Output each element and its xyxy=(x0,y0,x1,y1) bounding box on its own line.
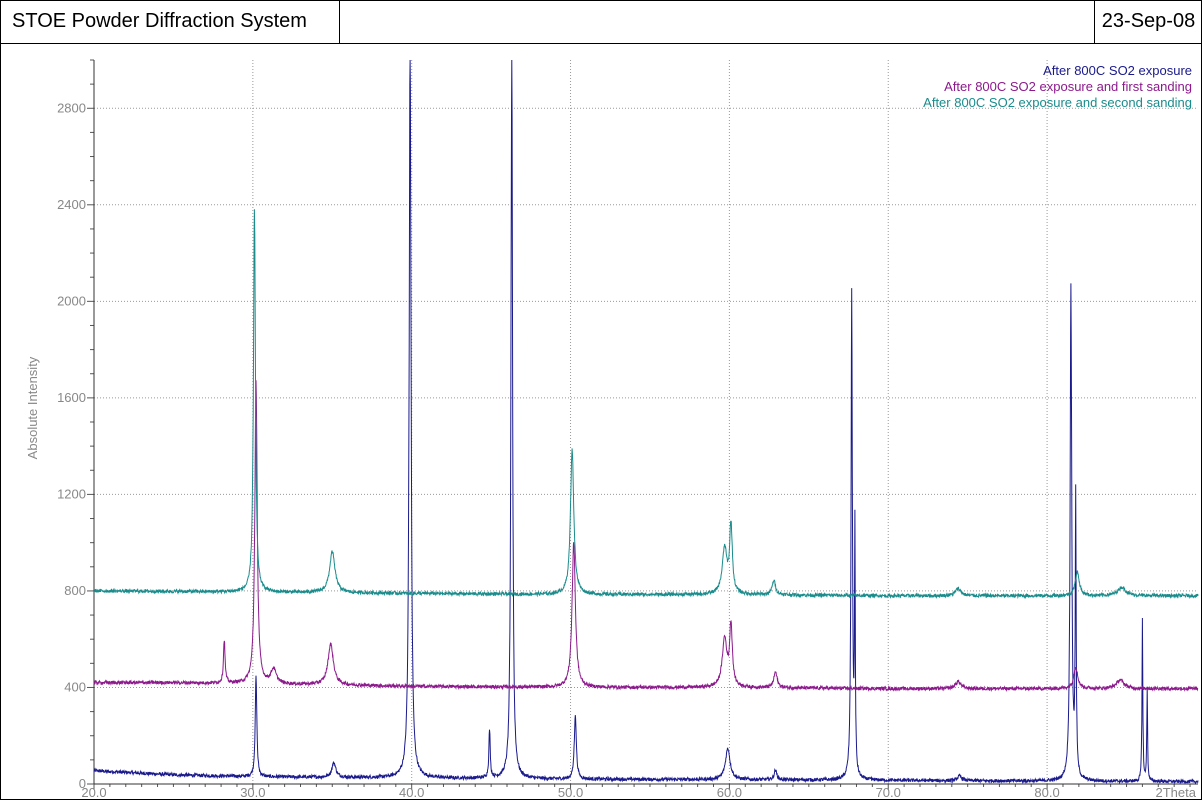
legend-entry: After 800C SO2 exposure and first sandin… xyxy=(944,79,1192,94)
y-tick-label: 2800 xyxy=(57,100,86,115)
y-tick-label: 2400 xyxy=(57,197,86,212)
x-axis-label: 2Theta xyxy=(1156,785,1197,800)
y-axis-label: Absolute Intensity xyxy=(25,356,40,459)
y-tick-label: 1200 xyxy=(57,486,86,501)
series-lines xyxy=(93,59,1199,785)
x-tick-label: 80.0 xyxy=(1034,785,1059,800)
series-line-3 xyxy=(93,209,1199,600)
x-tick-label: 30.0 xyxy=(240,785,265,800)
series-line-2 xyxy=(93,380,1199,692)
axes xyxy=(87,59,1198,790)
legend-entry: After 800C SO2 exposure xyxy=(1043,63,1192,78)
y-tick-label: 0 xyxy=(79,776,86,791)
y-tick-label: 400 xyxy=(64,679,86,694)
tick-labels: 0 400 800 1200 1600 2000 2400 2800 20.0 30.0 40.0 5… xyxy=(57,100,1060,800)
series-line-1 xyxy=(93,59,1199,785)
x-tick-label: 50.0 xyxy=(558,785,583,800)
x-tick-label: 20.0 xyxy=(81,785,106,800)
y-tick-label: 1600 xyxy=(57,390,86,405)
x-tick-label: 60.0 xyxy=(717,785,742,800)
legend-entry: After 800C SO2 exposure and second sandi… xyxy=(923,95,1192,110)
x-tick-label: 40.0 xyxy=(399,785,424,800)
header: STOE Powder Diffraction System 23-Sep-08 xyxy=(0,0,1202,44)
app-title: STOE Powder Diffraction System xyxy=(0,0,340,43)
x-tick-label: 70.0 xyxy=(876,785,901,800)
y-tick-label: 800 xyxy=(64,583,86,598)
grid xyxy=(94,60,1198,784)
date-label: 23-Sep-08 xyxy=(1094,0,1202,43)
y-tick-label: 2000 xyxy=(57,293,86,308)
